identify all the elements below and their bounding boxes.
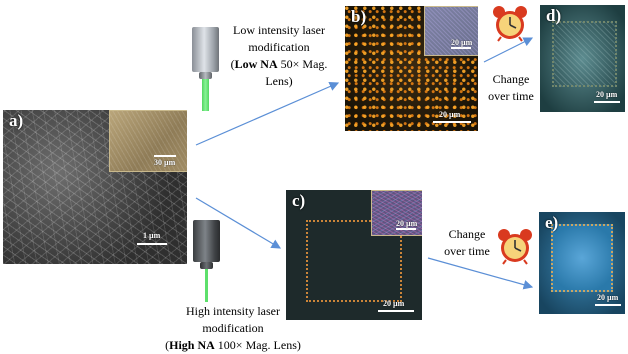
panel-d-micrograph: d) 20 µm: [540, 5, 625, 112]
scale-label: 20 µm: [383, 299, 405, 308]
caption-line: Low intensity laser: [233, 23, 325, 37]
panel-b-micrograph: 20 µm b) 20 µm: [345, 6, 478, 131]
magnification-label: 50× Mag.: [277, 57, 328, 71]
panel-e-micrograph: e) 20 µm: [539, 212, 625, 314]
arrow-a-to-c: [195, 197, 282, 249]
modified-square-region: [552, 21, 617, 87]
panel-a-sem-image: 30 µm a) 1 µm: [3, 110, 187, 264]
modified-square-region: [551, 224, 613, 292]
arrow-b-to-d: [483, 37, 534, 63]
inset-scale-bar: [396, 228, 416, 230]
scale-bar: [594, 101, 620, 103]
panel-c-inset-image: 20 µm: [371, 190, 422, 236]
scale-bar: [433, 121, 471, 123]
change-over-time-caption: Change over time: [434, 226, 500, 260]
scale-label: 1 µm: [143, 231, 161, 240]
scale-label: 20 µm: [597, 293, 619, 302]
objective-lens-tip: [200, 262, 213, 269]
arrow-a-to-b: [195, 81, 340, 146]
high-intensity-caption: High intensity laser modification (High …: [148, 303, 318, 354]
panel-b-inset-image: 20 µm: [424, 6, 478, 56]
inset-scale-bar: [451, 47, 471, 49]
caption-line: modification: [248, 40, 310, 54]
panel-label: c): [292, 191, 306, 210]
caption-line: over time: [444, 244, 490, 258]
scale-label: 20 µm: [596, 90, 618, 99]
panel-label: b): [351, 7, 367, 26]
laser-beam-icon: [202, 79, 209, 111]
laser-beam-icon: [205, 269, 208, 302]
low-intensity-caption: Low intensity laser modification (Low NA…: [219, 22, 339, 90]
objective-lens-icon: [193, 220, 220, 262]
inset-scale-bar: [154, 155, 176, 157]
caption-line: Lens): [265, 74, 293, 88]
arrow-c-to-e: [427, 257, 534, 290]
magnification-label: 100× Mag. Lens): [214, 338, 301, 352]
panel-label: a): [9, 111, 24, 130]
inset-scale-label: 20 µm: [451, 38, 473, 47]
panel-label: e): [545, 213, 559, 232]
scale-bar: [137, 243, 167, 245]
caption-line: Change: [492, 72, 530, 86]
caption-line: High intensity laser: [186, 304, 280, 318]
panel-c-micrograph: 20 µm c) 20 µm: [286, 190, 422, 320]
panel-a-inset-image: 30 µm: [109, 110, 187, 172]
inset-scale-label: 20 µm: [396, 219, 418, 228]
inset-scale-label: 30 µm: [154, 158, 176, 167]
objective-lens-tip: [199, 72, 212, 79]
panel-label: d): [546, 6, 562, 25]
scale-bar: [378, 310, 414, 312]
high-na-label: High NA: [169, 338, 215, 352]
caption-line: modification: [202, 321, 264, 335]
caption-line: (Low NA 50× Mag.: [230, 57, 328, 71]
alarm-clock-icon: [498, 229, 532, 265]
change-over-time-caption: Change over time: [478, 71, 544, 105]
alarm-clock-icon: [493, 6, 527, 42]
objective-lens-icon: [192, 27, 219, 72]
scale-bar: [595, 304, 621, 306]
scale-label: 20 µm: [439, 110, 461, 119]
modified-square-region: [306, 220, 402, 302]
caption-line: over time: [488, 89, 534, 103]
caption-line: (High NA 100× Mag. Lens): [165, 338, 301, 352]
caption-line: Change: [448, 227, 486, 241]
low-na-label: Low NA: [234, 57, 278, 71]
